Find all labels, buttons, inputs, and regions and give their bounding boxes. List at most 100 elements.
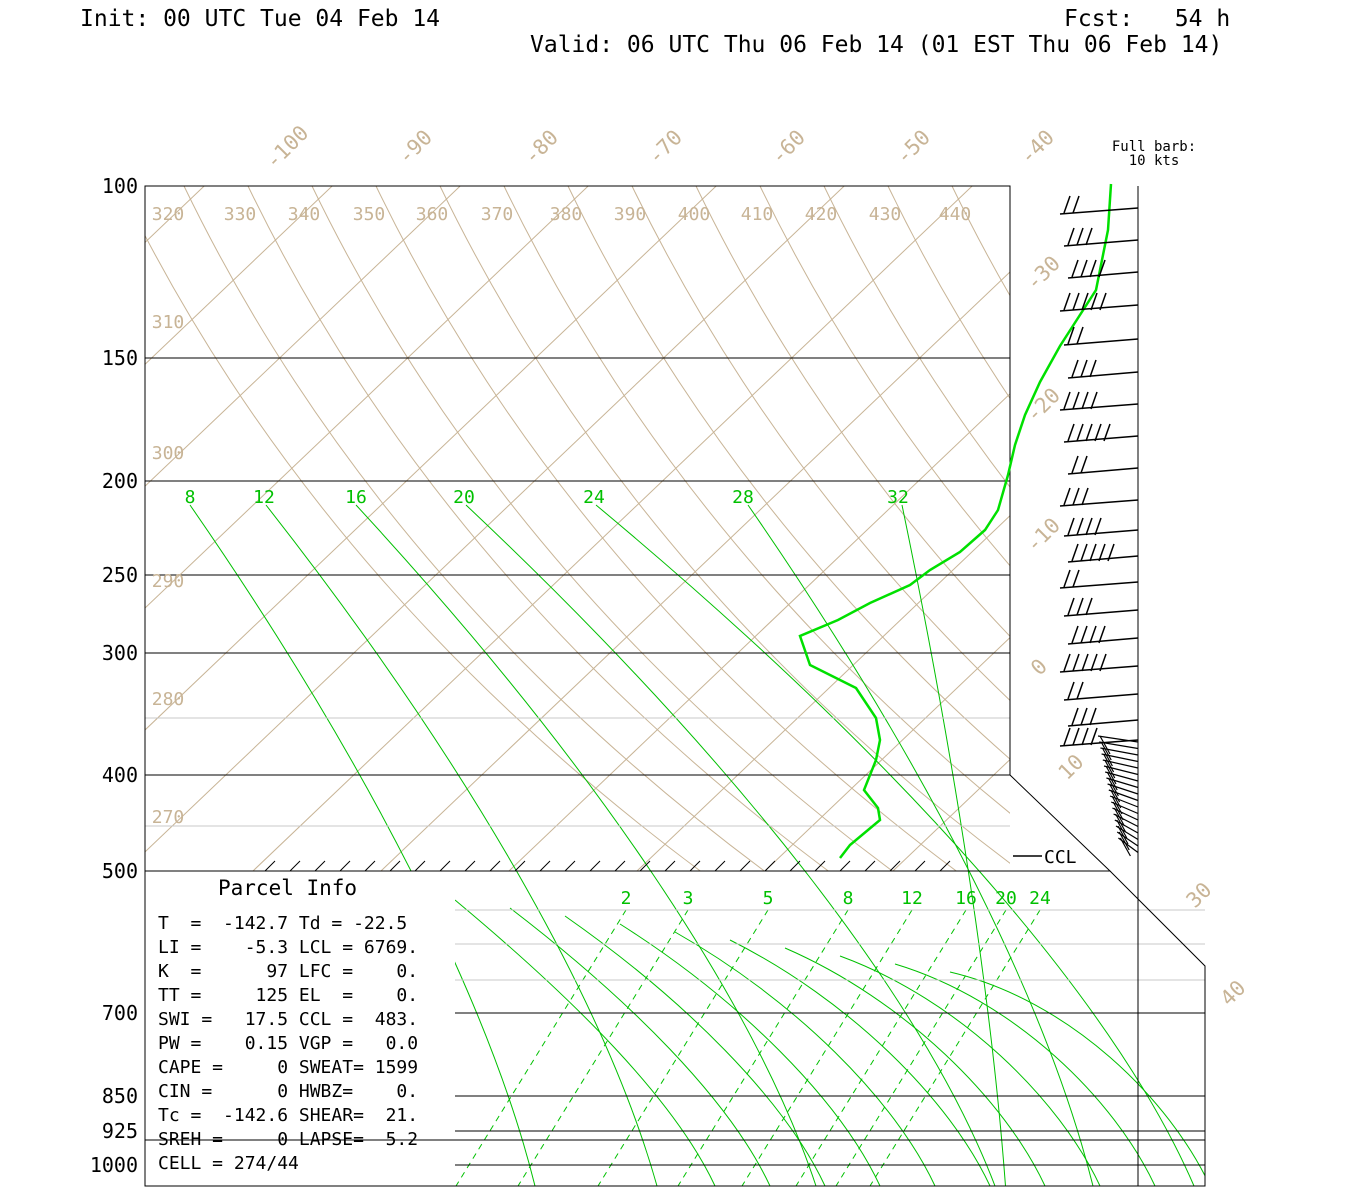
barb-flag bbox=[1063, 727, 1071, 746]
isotherm-label: -50 bbox=[891, 125, 935, 169]
wind-barb bbox=[1097, 735, 1139, 755]
wind-barb bbox=[1059, 569, 1139, 589]
moist-adiabat-line bbox=[978, 871, 1195, 1186]
barb-shaft bbox=[1067, 719, 1139, 727]
moist-adiabat-line bbox=[729, 939, 991, 1186]
mixing-ratio-line bbox=[869, 909, 1041, 1186]
barb-flag bbox=[1080, 625, 1088, 644]
barb-flag bbox=[1107, 543, 1115, 562]
dry-adiabat-label: 360 bbox=[416, 204, 449, 225]
parcel-info-row: CELL = 274/44 bbox=[158, 1153, 299, 1174]
barb-flag bbox=[1090, 653, 1098, 672]
barb-flag bbox=[1085, 423, 1093, 442]
moist-adiabat-line bbox=[901, 504, 969, 871]
barb-flag bbox=[1094, 517, 1102, 536]
moist-adiabat-label: 16 bbox=[345, 487, 367, 508]
barb-flag bbox=[1098, 259, 1106, 278]
isotherm-line bbox=[145, 186, 845, 853]
dry-adiabat-line bbox=[439, 186, 1010, 864]
barb-flag bbox=[1071, 543, 1079, 562]
barb-shaft bbox=[1059, 304, 1139, 312]
barb-key-line1: Full barb: bbox=[1111, 139, 1197, 155]
barb-flag bbox=[1099, 653, 1107, 672]
barb-flag bbox=[1100, 741, 1112, 761]
moist-adiabat-label: 20 bbox=[453, 487, 475, 508]
ground-hatch bbox=[489, 860, 501, 872]
parcel-info-row: T = -142.7 Td = -22.5 bbox=[158, 913, 408, 934]
barb-flag bbox=[1081, 292, 1089, 311]
barb-flag bbox=[1085, 227, 1093, 246]
barb-shaft bbox=[1109, 795, 1139, 808]
barb-flag bbox=[1067, 423, 1075, 442]
parcel-info-row: SREH = 0 LAPSE= 5.2 bbox=[158, 1129, 419, 1150]
dry-adiabat-line bbox=[183, 186, 766, 871]
barb-flag bbox=[1072, 195, 1080, 214]
barb-shaft bbox=[1067, 371, 1139, 379]
dry-adiabat-label: 350 bbox=[353, 204, 386, 225]
ground-hatch bbox=[389, 860, 401, 872]
isotherm-label: -80 bbox=[519, 125, 563, 169]
barb-shaft bbox=[1063, 435, 1139, 443]
barb-key: Full barb: 10 kts bbox=[1100, 140, 1208, 168]
isotherm-label: 0 bbox=[1026, 654, 1052, 680]
barb-shaft bbox=[1107, 783, 1139, 795]
dry-adiabat-line bbox=[503, 186, 1010, 814]
mixing-ratio-line bbox=[677, 909, 849, 1186]
barb-flag bbox=[1063, 487, 1071, 506]
upper-frame bbox=[144, 185, 1112, 872]
barb-flag bbox=[1117, 825, 1129, 845]
wind-barb bbox=[1067, 707, 1139, 727]
isotherm-label: -100 bbox=[261, 121, 314, 174]
barb-flag bbox=[1063, 195, 1071, 214]
dry-adiabat-label: 280 bbox=[152, 689, 185, 710]
barb-flag bbox=[1085, 517, 1093, 536]
barb-flag bbox=[1072, 292, 1080, 311]
barb-flag bbox=[1098, 543, 1106, 562]
moist-adiabat-line bbox=[784, 947, 1046, 1186]
barb-flag bbox=[1089, 707, 1097, 726]
barb-shaft bbox=[1059, 499, 1139, 507]
moist-adiabat-line bbox=[967, 871, 1006, 1186]
mixing-ratio-label: 16 bbox=[955, 888, 977, 909]
moist-adiabat-line bbox=[265, 504, 518, 871]
barb-flag bbox=[1081, 727, 1089, 746]
dry-adiabat-line bbox=[1016, 186, 1350, 900]
barb-flag bbox=[1076, 227, 1084, 246]
isotherm-line bbox=[892, 758, 1010, 871]
isotherm-label: 10 bbox=[1054, 750, 1089, 785]
wind-barb bbox=[1063, 227, 1139, 247]
isotherm-line bbox=[145, 186, 333, 365]
dry-adiabat-line bbox=[823, 186, 1010, 488]
mixing-ratio-label: 5 bbox=[763, 888, 774, 909]
parcel-info-row: Tc = -142.6 SHEAR= 21. bbox=[158, 1105, 419, 1126]
dry-adiabat-label: 440 bbox=[939, 204, 972, 225]
wind-barb bbox=[1063, 597, 1139, 617]
wind-barb bbox=[1113, 813, 1139, 833]
moist-adiabat-label: 24 bbox=[583, 487, 605, 508]
parcel-info-row: CAPE = 0 SWEAT= 1599 bbox=[158, 1057, 419, 1078]
dry-adiabat-label: 430 bbox=[869, 204, 902, 225]
dry-adiabat-line bbox=[1080, 186, 1350, 900]
wind-barb bbox=[1063, 423, 1139, 443]
pressure-label: 100 bbox=[102, 174, 138, 198]
ground-hatch bbox=[289, 860, 301, 872]
barb-flag bbox=[1071, 455, 1079, 474]
dry-adiabat-label: 410 bbox=[741, 204, 774, 225]
ground-hatch bbox=[539, 860, 551, 872]
init-time: Init: 00 UTC Tue 04 Feb 14 bbox=[80, 6, 441, 32]
dry-adiabat-label: 330 bbox=[224, 204, 257, 225]
barb-shaft bbox=[1113, 813, 1139, 828]
ground-hatch bbox=[614, 860, 626, 872]
barb-flag bbox=[1090, 727, 1098, 746]
barb-flag bbox=[1072, 727, 1080, 746]
isotherm-line bbox=[145, 186, 461, 487]
wind-barb bbox=[1067, 455, 1139, 475]
dry-adiabat-line bbox=[1144, 186, 1350, 900]
wind-barb bbox=[1063, 326, 1139, 346]
wind-barb bbox=[1059, 487, 1139, 507]
wind-barb bbox=[1101, 753, 1139, 773]
moist-adiabat-line bbox=[747, 504, 970, 871]
barb-flag bbox=[1076, 326, 1084, 345]
parcel-info-row: K = 97 LFC = 0. bbox=[158, 961, 419, 982]
moist-adiabat-line bbox=[455, 899, 716, 1186]
